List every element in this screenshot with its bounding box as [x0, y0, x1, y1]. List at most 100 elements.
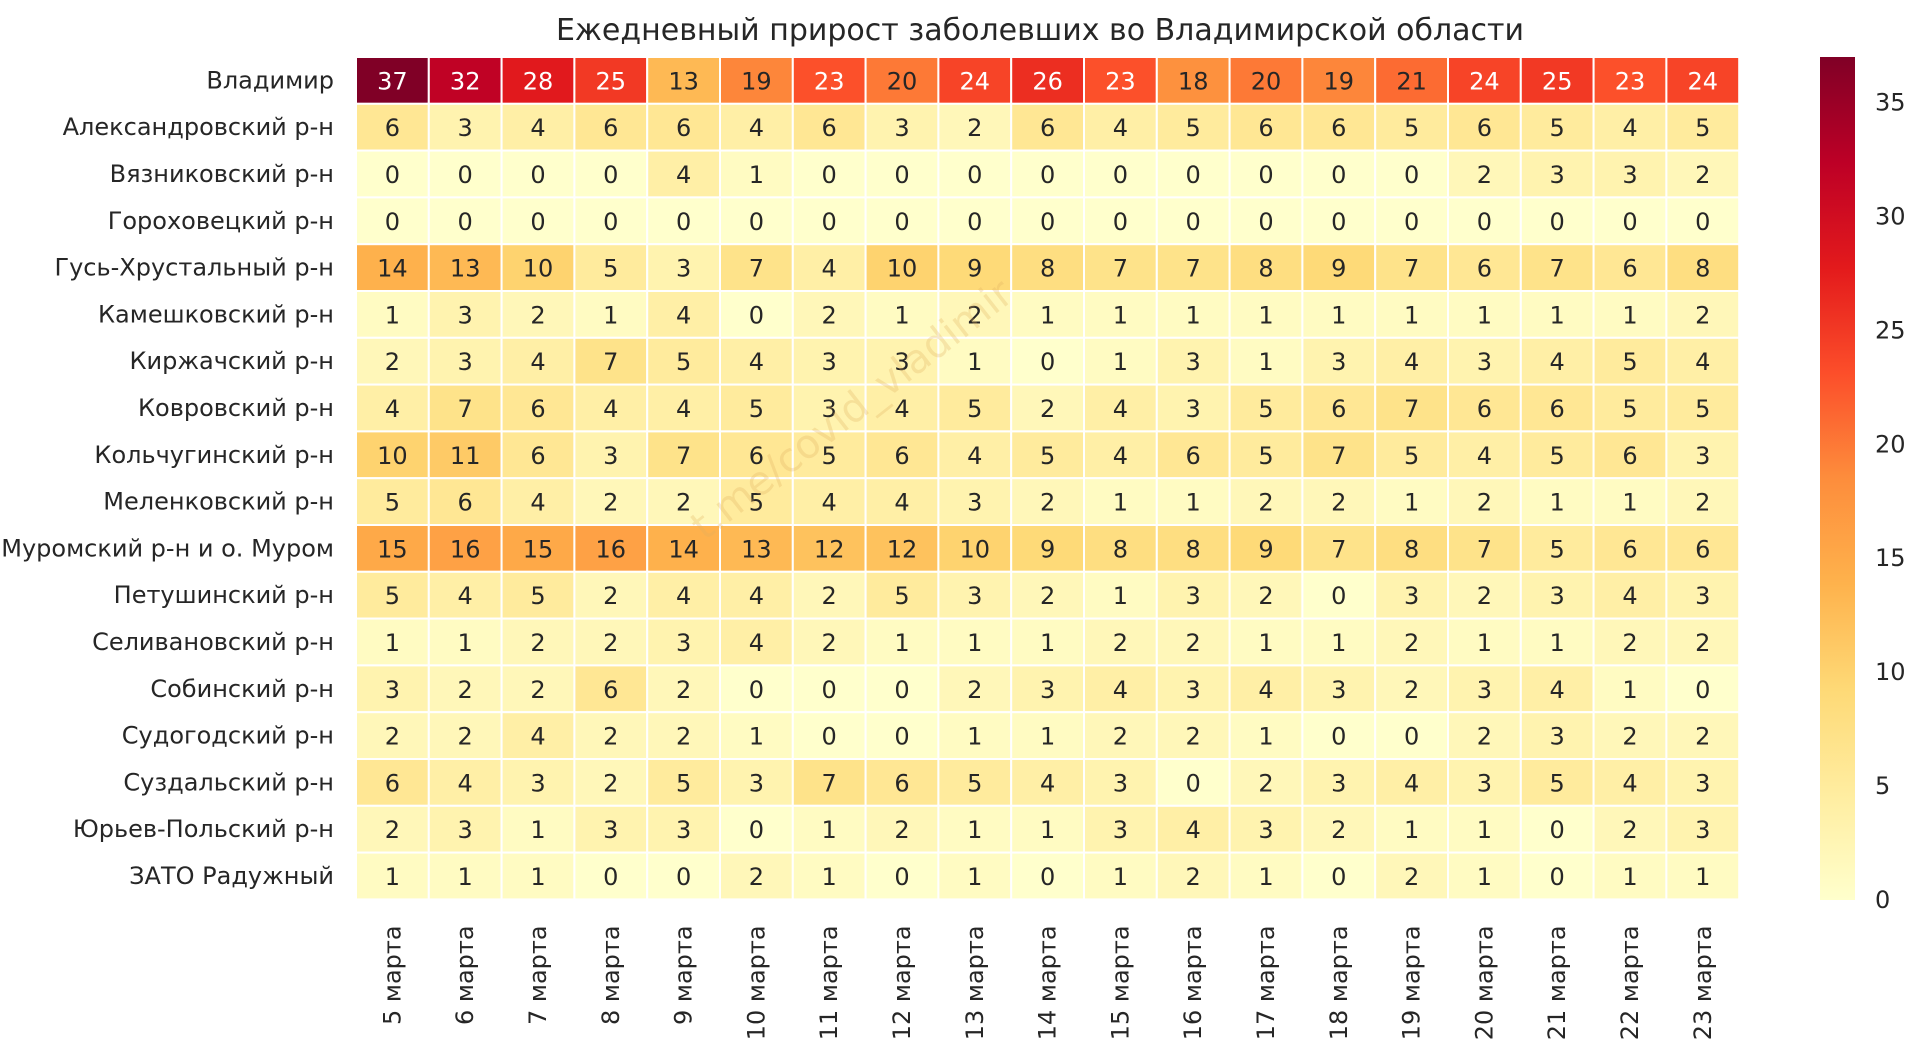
- cell-value-label: 7: [1404, 395, 1419, 423]
- heatmap-cell: [1519, 711, 1595, 761]
- cell-value-label: 3: [822, 395, 837, 423]
- cell-value-label: 23: [1615, 67, 1646, 95]
- cell-value-label: 3: [676, 629, 691, 657]
- cell-value-label: 0: [1404, 161, 1419, 189]
- cell-value-label: 3: [1477, 348, 1492, 376]
- cell-value-label: 7: [749, 255, 764, 283]
- cell-value-label: 2: [1186, 629, 1201, 657]
- cell-value-label: 0: [1186, 161, 1201, 189]
- cell-value-label: 10: [960, 535, 991, 563]
- cell-value-label: 3: [1550, 582, 1565, 610]
- heatmap-cell: [1519, 570, 1595, 620]
- cell-value-label: 2: [1331, 489, 1346, 517]
- row-label: Гусь-Хрустальный р-н: [54, 254, 334, 282]
- cell-value-label: 6: [1550, 395, 1565, 423]
- cell-value-label: 1: [1186, 301, 1201, 329]
- cell-value-label: 13: [450, 255, 481, 283]
- column-label: 23 марта: [1689, 925, 1717, 1039]
- cell-value-label: 7: [1331, 535, 1346, 563]
- cell-value-label: 10: [887, 255, 918, 283]
- heatmap-cell: [791, 149, 867, 199]
- heatmap-cell: [646, 383, 722, 433]
- heatmap-cell: [937, 804, 1013, 854]
- cell-value-label: 8: [1695, 255, 1710, 283]
- heatmap-cell: [791, 477, 867, 527]
- cell-value-label: 3: [530, 769, 545, 797]
- row-labels: Владимир Александровский р-н Вязниковский …: [1, 66, 334, 890]
- column-label: 9 марта: [670, 925, 698, 1025]
- cell-value-label: 2: [385, 348, 400, 376]
- cell-value-label: 1: [1113, 301, 1128, 329]
- cell-value-label: 2: [1695, 301, 1710, 329]
- colorbar-tick-label: 20: [1875, 430, 1906, 458]
- cell-value-label: 1: [967, 723, 982, 751]
- cell-value-label: 0: [1477, 208, 1492, 236]
- cell-value-label: 9: [1040, 535, 1055, 563]
- heatmap-cell: [1083, 570, 1158, 620]
- cell-value-label: 0: [749, 816, 764, 844]
- heatmap-cell: [1665, 851, 1741, 901]
- heatmap-cell: [1447, 56, 1522, 105]
- cell-value-label: 2: [967, 301, 982, 329]
- cell-value-label: 26: [1032, 67, 1063, 95]
- heatmap-cell: [1301, 56, 1377, 105]
- cell-value-label: 0: [822, 676, 837, 704]
- column-label: 17 марта: [1252, 925, 1280, 1039]
- cell-value-label: 25: [1542, 67, 1573, 95]
- heatmap-cell: [1519, 430, 1595, 480]
- heatmap-cell: [1374, 851, 1449, 901]
- cell-value-label: 4: [1186, 816, 1201, 844]
- heatmap-cell: [937, 851, 1013, 901]
- colorbar-gradient: [1820, 57, 1855, 900]
- cell-value-label: 4: [1404, 348, 1419, 376]
- cell-value-label: 1: [1258, 301, 1273, 329]
- cell-value-label: 4: [676, 301, 691, 329]
- cell-value-label: 2: [385, 723, 400, 751]
- cell-value-label: 4: [1113, 395, 1128, 423]
- heatmap-cell: [1592, 102, 1668, 152]
- cell-value-label: 4: [894, 395, 909, 423]
- heatmap-cell: [791, 711, 867, 761]
- cell-value-label: 3: [1477, 676, 1492, 704]
- cell-value-label: 1: [967, 629, 982, 657]
- heatmap-cell: [1447, 804, 1522, 854]
- cell-value-label: 1: [1404, 816, 1419, 844]
- cell-value-label: 7: [1331, 442, 1346, 470]
- heatmap-cell: [1155, 664, 1231, 714]
- cell-value-label: 4: [530, 114, 545, 142]
- cell-value-label: 1: [1331, 629, 1346, 657]
- cell-value-label: 2: [458, 723, 473, 751]
- cell-value-label: 0: [1113, 208, 1128, 236]
- cell-value-label: 5: [749, 489, 764, 517]
- heatmap-cell: [1155, 149, 1231, 199]
- cell-value-label: 0: [530, 208, 545, 236]
- cell-value-label: 0: [385, 161, 400, 189]
- cell-value-label: 0: [1040, 161, 1055, 189]
- cell-value-label: 4: [749, 114, 764, 142]
- row-label: Судогодский р-н: [122, 722, 334, 750]
- cell-value-label: 0: [749, 301, 764, 329]
- cell-value-label: 6: [458, 489, 473, 517]
- colorbar-tick-label: 0: [1875, 886, 1890, 914]
- heatmap-cell: [1374, 524, 1449, 573]
- cell-value-label: 6: [1186, 442, 1201, 470]
- heatmap-cell: [864, 758, 940, 807]
- heatmap-cell: [427, 851, 503, 901]
- column-label: 22 марта: [1616, 925, 1644, 1039]
- cell-value-label: 2: [1622, 629, 1637, 657]
- cell-value-label: 2: [676, 676, 691, 704]
- heatmap-cell: [427, 102, 503, 152]
- heatmap-cell: [719, 804, 794, 854]
- cell-value-label: 0: [458, 208, 473, 236]
- colorbar-tick-label: 30: [1875, 202, 1906, 230]
- heatmap-cell: [1155, 617, 1231, 667]
- cell-value-label: 6: [1477, 395, 1492, 423]
- cell-value-label: 28: [523, 67, 554, 95]
- cell-value-label: 0: [1040, 208, 1055, 236]
- cell-value-label: 5: [1550, 535, 1565, 563]
- heatmap-cell: [1665, 758, 1741, 807]
- heatmap-cell: [1519, 196, 1595, 246]
- cell-value-label: 7: [1404, 255, 1419, 283]
- cell-value-label: 1: [1040, 629, 1055, 657]
- cell-value-label: 3: [1404, 582, 1419, 610]
